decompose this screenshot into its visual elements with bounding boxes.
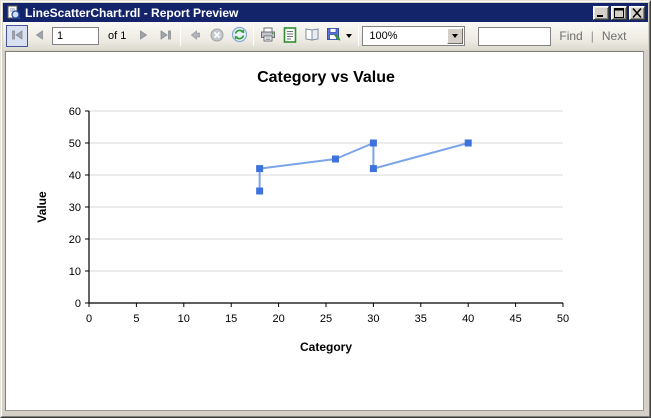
zoom-select[interactable]: 100% [362, 26, 466, 46]
y-tick-label: 10 [69, 266, 81, 278]
series-line [258, 142, 469, 191]
print-layout-button[interactable] [279, 25, 301, 47]
export-button[interactable] [323, 25, 355, 47]
report-page: 0 10 20 30 40 50 60 0 5 10 15 20 25 30 35 40 45 50 Categor… [5, 51, 644, 411]
find-button[interactable]: Find [559, 29, 583, 43]
x-tick-label: 0 [86, 313, 92, 325]
chevron-down-icon [452, 34, 459, 38]
export-save-icon [325, 26, 343, 47]
x-tick-label: 5 [133, 313, 139, 325]
zoom-dropdown-button[interactable] [447, 28, 464, 44]
y-tick-label: 50 [69, 138, 81, 150]
data-point-marker [256, 187, 264, 195]
minimize-button[interactable] [593, 5, 609, 20]
data-point-marker [369, 139, 377, 147]
titlebar: LineScatterChart.rdl - Report Preview [3, 3, 648, 22]
first-page-icon [9, 27, 25, 46]
first-page-button[interactable] [6, 25, 28, 47]
data-point-marker [331, 155, 339, 163]
back-arrow-icon [187, 27, 203, 46]
print-button[interactable] [257, 25, 279, 47]
find-next-separator: | [590, 29, 594, 43]
export-dropdown-icon [346, 34, 353, 38]
report-preview-icon [6, 5, 21, 20]
x-tick-label: 40 [462, 313, 474, 325]
x-tick-label: 25 [320, 313, 332, 325]
maximize-button[interactable] [611, 5, 627, 20]
next-page-button[interactable] [133, 25, 155, 47]
x-axis-title: Category [300, 340, 352, 354]
x-tick-label: 10 [178, 313, 190, 325]
next-page-icon [136, 27, 152, 46]
back-button[interactable] [184, 25, 206, 47]
x-tick-label: 15 [225, 313, 237, 325]
zoom-value: 100% [369, 30, 398, 42]
find-input[interactable] [478, 26, 552, 46]
print-layout-icon [281, 26, 299, 47]
page-count-label: of 1 [108, 30, 127, 42]
refresh-icon [231, 26, 248, 46]
line-scatter-chart: 0 10 20 30 40 50 60 0 5 10 15 20 25 30 35 40 45 50 Categor… [35, 69, 569, 354]
y-tick-label: 40 [69, 170, 81, 182]
x-tick-label: 20 [272, 313, 284, 325]
previous-page-icon [31, 27, 47, 46]
last-page-icon [158, 27, 174, 46]
stop-icon [209, 27, 225, 46]
page-number-input[interactable] [52, 27, 99, 45]
last-page-button[interactable] [155, 25, 177, 47]
print-icon [259, 26, 277, 47]
data-point-marker [464, 139, 472, 147]
y-tick-label: 30 [69, 202, 81, 214]
page-setup-button[interactable] [301, 25, 323, 47]
x-tick-label: 50 [557, 313, 569, 325]
close-button[interactable] [629, 5, 645, 20]
previous-page-button[interactable] [28, 25, 50, 47]
find-next-button[interactable]: Next [601, 29, 627, 43]
page-setup-icon [303, 26, 321, 47]
data-point-marker [256, 165, 264, 173]
toolbar-separator [253, 26, 255, 46]
toolbar-separator [358, 26, 360, 46]
toolbar-separator [180, 26, 182, 46]
x-tick-label: 35 [415, 313, 427, 325]
x-tick-label: 45 [509, 313, 521, 325]
stop-button[interactable] [206, 25, 228, 47]
x-tick-label: 30 [367, 313, 379, 325]
y-tick-label: 0 [75, 298, 81, 310]
preview-toolbar: of 1 [3, 22, 648, 50]
chart-title: Category vs Value [257, 69, 395, 86]
y-tick-label: 60 [69, 106, 81, 118]
refresh-button[interactable] [228, 25, 250, 47]
y-axis-title: Value [35, 191, 49, 223]
y-tick-label: 20 [69, 234, 81, 246]
window-title: LineScatterChart.rdl - Report Preview [25, 5, 239, 20]
data-point-marker [369, 165, 377, 173]
